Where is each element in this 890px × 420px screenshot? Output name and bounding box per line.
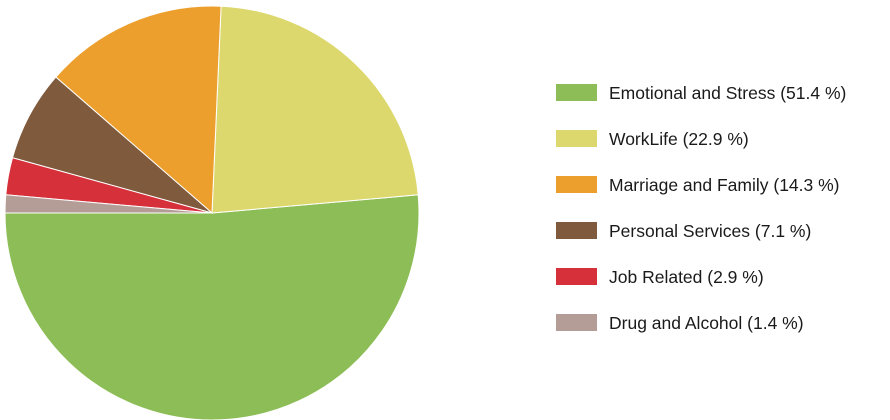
legend-item-2: Marriage and Family (14.3 %)	[556, 175, 840, 195]
legend-swatch-3	[556, 222, 597, 239]
legend-item-5: Drug and Alcohol (1.4 %)	[556, 313, 804, 333]
pie-slice-1	[211, 5, 419, 214]
legend-item-1: WorkLife (22.9 %)	[556, 129, 749, 149]
legend-label-0: Emotional and Stress (51.4 %)	[609, 83, 846, 103]
legend-item-4: Job Related (2.9 %)	[556, 267, 764, 287]
legend-label-1: WorkLife (22.9 %)	[609, 129, 749, 149]
pie-slices	[4, 5, 420, 420]
pie-slice-5	[4, 194, 213, 214]
legend-label-4: Job Related (2.9 %)	[609, 267, 764, 287]
legend-label-3: Personal Services (7.1 %)	[609, 221, 811, 241]
legend-label-5: Drug and Alcohol (1.4 %)	[609, 313, 804, 333]
legend-swatch-0	[556, 84, 597, 101]
pie-slice-2	[55, 5, 222, 215]
legend-swatch-5	[556, 314, 597, 331]
legend-swatch-4	[556, 268, 597, 285]
legend-item-0: Emotional and Stress (51.4 %)	[556, 83, 846, 103]
pie-slice-0	[4, 194, 420, 420]
legend: Emotional and Stress (51.4 %) WorkLife (2…	[556, 83, 846, 333]
legend-swatch-1	[556, 130, 597, 147]
legend-swatch-2	[556, 176, 597, 193]
legend-label-2: Marriage and Family (14.3 %)	[609, 175, 840, 195]
legend-item-3: Personal Services (7.1 %)	[556, 221, 811, 241]
